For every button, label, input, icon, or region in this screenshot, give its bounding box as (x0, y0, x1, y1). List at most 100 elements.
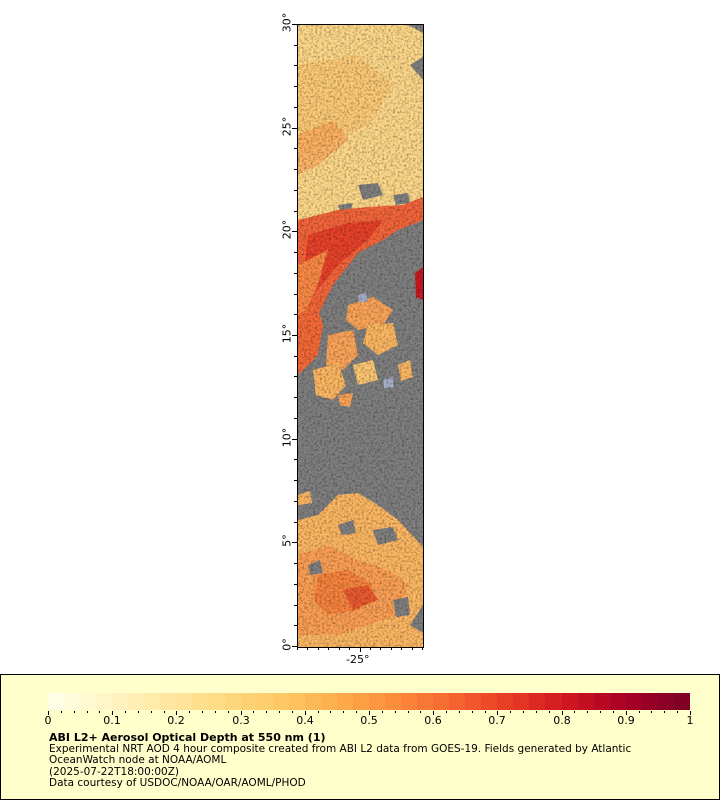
colorbar-cell (384, 693, 402, 710)
colorbar-cell (368, 693, 385, 710)
colorbar-cell (208, 693, 225, 710)
lat-tick (294, 584, 297, 585)
colorbar-tick (87, 711, 88, 713)
lat-tick-label: 0° (280, 638, 294, 651)
colorbar-tick (318, 711, 319, 713)
lon-tick (328, 647, 329, 650)
colorbar-cell (336, 693, 353, 710)
lon-tick (307, 647, 308, 650)
colorbar-tick (215, 711, 216, 713)
lat-tick-label: 15° (280, 323, 294, 344)
colorbar-tick (151, 711, 152, 713)
legend-time-range: (2025-07-22T18:00:00Z) (49, 765, 179, 778)
colorbar-cell (112, 693, 129, 710)
lon-tick (422, 647, 423, 650)
legend-title: ABI L2+ Aerosol Optical Depth at 550 nm … (49, 731, 326, 744)
colorbar-tick (677, 711, 678, 713)
colorbar-cell (529, 693, 546, 710)
colorbar-label: 1 (686, 714, 694, 727)
lat-tick (294, 211, 297, 212)
colorbar-tick (305, 711, 306, 715)
colorbar-label: 0.7 (488, 714, 506, 727)
lon-tick (318, 647, 319, 650)
colorbar-tick (562, 711, 563, 715)
colorbar-cell (304, 693, 321, 710)
colorbar-tick (125, 711, 126, 713)
colorbar-cell (609, 693, 626, 710)
colorbar-cell (160, 693, 177, 710)
lat-tick (294, 148, 297, 149)
colorbar-cell (465, 693, 482, 710)
colorbar-tick (292, 711, 293, 713)
lat-tick (294, 397, 297, 398)
colorbar-cell (561, 693, 578, 710)
colorbar-tick (574, 711, 575, 713)
aod-field (298, 25, 423, 647)
lat-tick-label: 25° (280, 116, 294, 136)
colorbar-tick (356, 711, 357, 713)
colorbar-tick (189, 711, 190, 713)
colorbar-cell (641, 693, 658, 710)
colorbar-tick (74, 711, 75, 713)
colorbar-tick (626, 711, 627, 715)
lat-tick (292, 128, 297, 129)
colorbar-tick (472, 711, 473, 713)
colorbar-cell (288, 693, 305, 710)
lon-tick (360, 647, 361, 652)
colorbar-cell (593, 693, 610, 710)
colorbar-tick (253, 711, 254, 713)
colorbar-tick (112, 711, 113, 715)
colorbar-tick (369, 711, 370, 715)
colorbar-label: 0.8 (553, 714, 571, 727)
lat-tick (292, 542, 297, 543)
lat-tick-label: 10° (280, 427, 294, 447)
legend-text: ABI L2+ Aerosol Optical Depth at 550 nm … (49, 732, 631, 790)
colorbar-tick (651, 711, 652, 713)
legend-panel: 0 0.1 0.2 0.3 0.4 0.5 0.6 0.7 0.8 0.9 1 ABI L2+ Ae… (0, 674, 720, 800)
map-panel[interactable] (297, 24, 424, 648)
colorbar-label: 0.5 (360, 714, 378, 727)
lat-tick (294, 522, 297, 523)
colorbar-cell (64, 693, 81, 710)
colorbar-tick (176, 711, 177, 715)
lat-tick (294, 65, 297, 66)
colorbar-tick (420, 711, 421, 713)
lat-tick (294, 294, 297, 295)
colorbar-tick (395, 711, 396, 713)
lat-tick (294, 86, 297, 87)
colorbar-cell (449, 693, 466, 710)
legend-description-line1: Experimental NRT AOD 4 hour composite cr… (49, 742, 632, 755)
lat-tick (294, 252, 297, 253)
lon-tick (339, 647, 340, 650)
colorbar-tick (664, 711, 665, 713)
colorbar-tick (48, 711, 49, 715)
lat-tick (294, 190, 297, 191)
colorbar-cell (657, 693, 674, 710)
colorbar-cell (128, 693, 145, 710)
colorbar-label: 0.9 (617, 714, 635, 727)
colorbar-tick (497, 711, 498, 715)
lat-tick (294, 356, 297, 357)
colorbar-tick (279, 711, 280, 713)
lat-tick (292, 335, 297, 336)
colorbar-cell (240, 693, 257, 710)
colorbar-label: 0.2 (167, 714, 185, 727)
colorbar-cell (673, 693, 690, 710)
colorbar-label: 0 (44, 714, 52, 727)
colorbar-cell (176, 693, 193, 710)
lon-tick (391, 647, 392, 650)
colorbar (48, 693, 690, 710)
colorbar-cell (577, 693, 594, 710)
colorbar-tick (343, 711, 344, 713)
colorbar-cell (192, 693, 209, 710)
colorbar-tick (433, 711, 434, 715)
colorbar-cell (144, 693, 161, 710)
colorbar-tick (164, 711, 165, 713)
colorbar-tick (202, 711, 203, 713)
lat-tick (292, 24, 297, 25)
colorbar-tick (241, 711, 242, 715)
colorbar-tick (61, 711, 62, 713)
lat-tick (294, 563, 297, 564)
lat-tick (294, 169, 297, 170)
colorbar-label: 0.1 (103, 714, 121, 727)
